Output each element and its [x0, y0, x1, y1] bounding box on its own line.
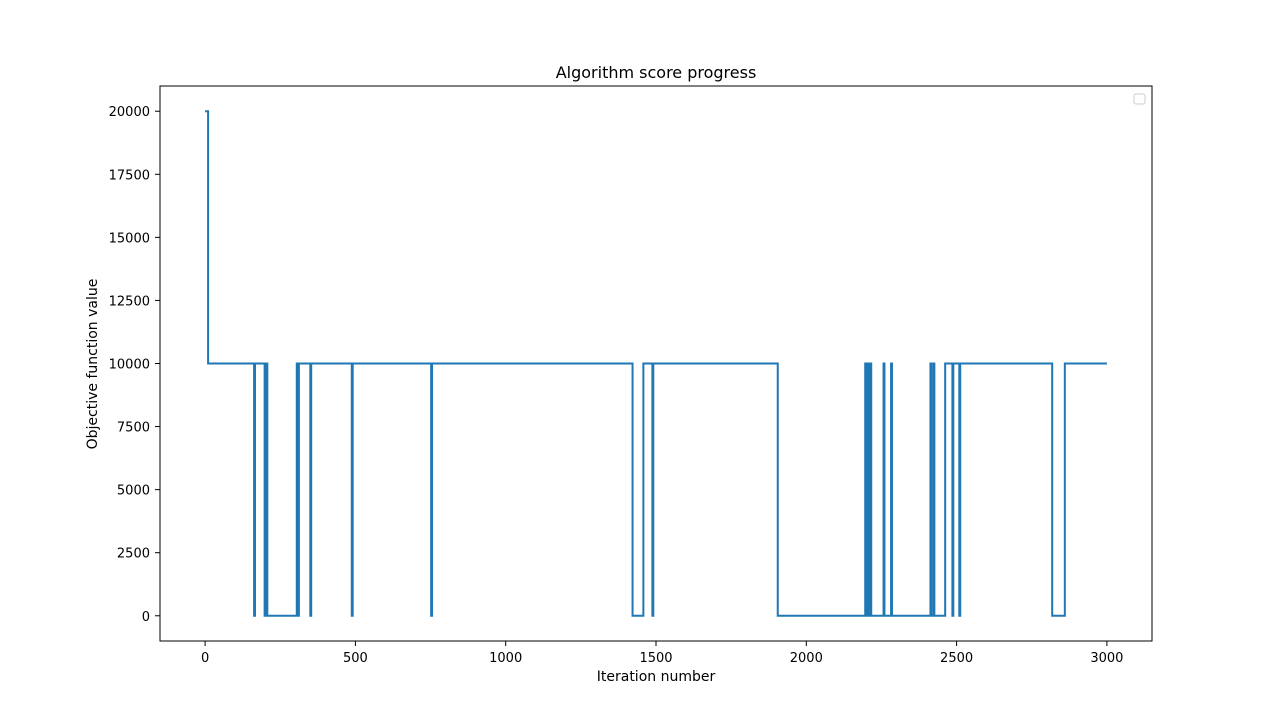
y-tick-label: 10000 [109, 358, 150, 373]
y-tick-label: 2500 [117, 547, 150, 562]
x-tick-label: 2500 [940, 651, 973, 666]
y-tick-label: 15000 [109, 231, 150, 246]
series-layer [205, 110, 1107, 617]
x-tick-label: 500 [343, 651, 368, 666]
y-tick-label: 12500 [109, 294, 150, 309]
plot-area [159, 85, 1153, 642]
x-tick-label: 0 [201, 651, 209, 666]
y-tick-label: 17500 [109, 168, 150, 183]
y-tick-label: 5000 [117, 484, 150, 499]
y-tick-label: 0 [142, 610, 150, 625]
chart-title: Algorithm score progress [556, 63, 757, 82]
x-tick-label: 1000 [489, 651, 522, 666]
x-axis-ticks: 0 500 1000 1500 2000 2500 3000 [201, 641, 1123, 666]
x-tick-label: 2000 [790, 651, 823, 666]
x-tick-label: 3000 [1090, 651, 1123, 666]
x-tick-label: 1500 [639, 651, 672, 666]
series-line-0 [205, 110, 1107, 617]
y-tick-label: 7500 [117, 421, 150, 436]
legend-box [1133, 93, 1146, 105]
x-axis-label: Iteration number [597, 669, 716, 685]
y-axis-ticks: 0 2500 5000 7500 10000 12500 15000 17500 20000 [109, 105, 160, 625]
y-tick-label: 20000 [109, 105, 150, 120]
y-axis-label: Objective function value [85, 279, 101, 450]
